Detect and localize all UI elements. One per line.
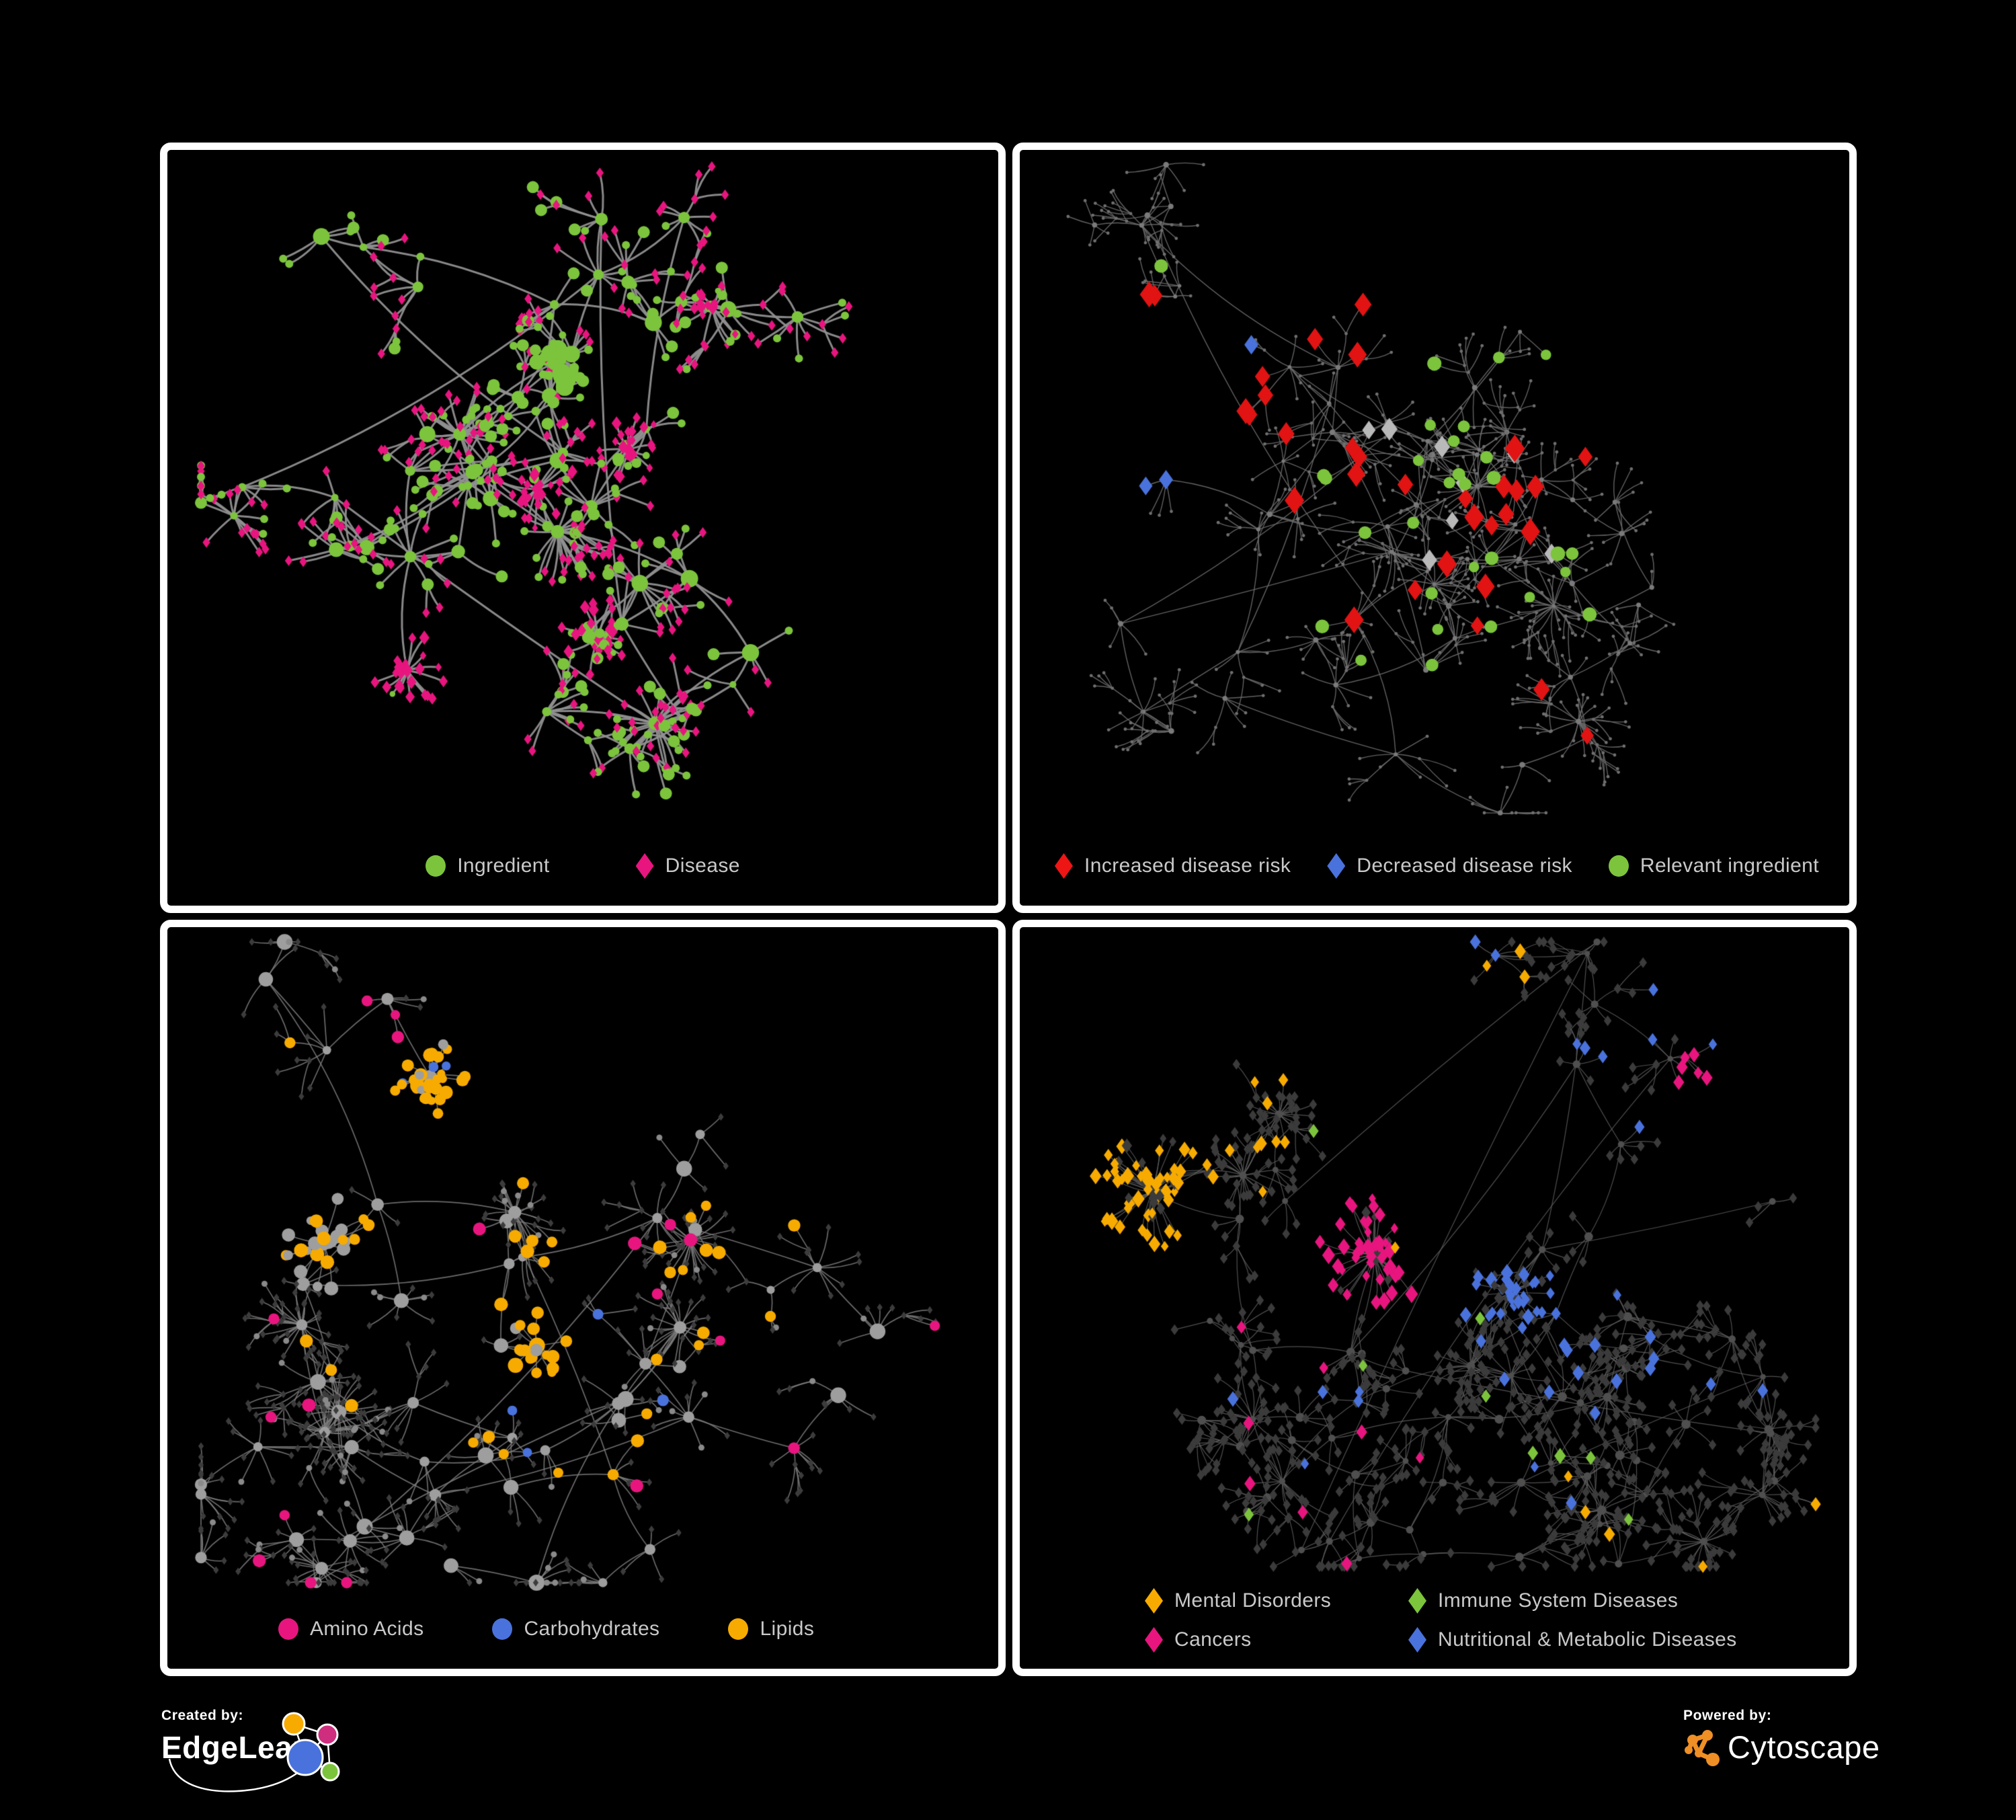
edgeleap-lockup: Created by: EdgeLeap (161, 1708, 350, 1815)
diamond-marker-icon (1055, 853, 1073, 879)
cytoscape-lockup: Powered by: Cytoscape (1683, 1708, 1912, 1788)
cytoscape-brand-row: Cytoscape (1683, 1727, 1880, 1767)
circle-marker-icon (728, 1618, 749, 1640)
circle-marker-icon (492, 1618, 513, 1640)
legend-label: Amino Acids (310, 1618, 424, 1640)
legend-disease-risk: Increased disease risk Decreased disease … (1055, 853, 1819, 879)
diamond-marker-icon (635, 853, 654, 879)
diamond-marker-icon (1327, 853, 1346, 879)
powered-by-label: Powered by: (1683, 1708, 1772, 1723)
circle-marker-icon (1608, 855, 1629, 877)
legend-item-increased-disease-risk: Increased disease risk (1055, 853, 1291, 879)
legend-item-nutritional-metabolic-diseases: Nutritional & Metabolic Diseases (1408, 1627, 1737, 1653)
legend-nutrient-classes: Amino Acids Carbohydrates Lipids (278, 1618, 814, 1640)
edgeleap-node-blue (286, 1739, 324, 1776)
cytoscape-brand: Cytoscape (1728, 1729, 1880, 1765)
legend-label: Lipids (760, 1618, 815, 1640)
legend-item-ingredient: Ingredient (426, 855, 549, 877)
edgeleap-network-icon (168, 1712, 340, 1792)
cytoscape-icon (1685, 1730, 1720, 1766)
diamond-marker-icon (1408, 1588, 1426, 1614)
diamond-marker-icon (1145, 1588, 1163, 1614)
circle-marker-icon (426, 855, 446, 877)
legend-disease-classes: Mental Disorders Immune System Diseases Ca… (1145, 1588, 1737, 1653)
legend-item-mental-disorders: Mental Disorders (1145, 1588, 1408, 1614)
diamond-marker-icon (1145, 1627, 1163, 1653)
created-by-label: Created by: (161, 1708, 244, 1723)
panel-nutrient-classes: Amino Acids Carbohydrates Lipids (160, 920, 1006, 1676)
legend-label: Carbohydrates (524, 1618, 660, 1640)
network-canvas-nutrient-classes (167, 927, 998, 1669)
network-canvas-disease-classes (1020, 927, 1849, 1669)
panel-disease-classes: Mental Disorders Immune System Diseases Ca… (1012, 920, 1857, 1676)
legend-item-cancers: Cancers (1145, 1627, 1408, 1653)
legend-item-decreased-disease-risk: Decreased disease risk (1327, 853, 1572, 879)
legend-label: Immune System Diseases (1438, 1589, 1679, 1612)
legend-label: Relevant ingredient (1640, 855, 1819, 877)
edgeleap-brand: EdgeLeap (161, 1730, 312, 1765)
legend-item-lipids: Lipids (728, 1618, 814, 1640)
legend-item-carbohydrates: Carbohydrates (492, 1618, 659, 1640)
legend-ingredient-disease: Ingredient Disease (167, 853, 998, 879)
diamond-marker-icon (1408, 1627, 1426, 1653)
legend-label: Mental Disorders (1174, 1589, 1332, 1612)
legend-item-amino-acids: Amino Acids (278, 1618, 424, 1640)
panel-ingredient-disease: Ingredient Disease (160, 143, 1006, 913)
network-canvas-disease-risk (1020, 150, 1849, 906)
edgeleap-node-pink (316, 1723, 339, 1746)
legend-label: Ingredient (457, 855, 550, 877)
legend-item-disease: Disease (635, 853, 740, 879)
edgeleap-node-orange (282, 1712, 306, 1736)
legend-item-relevant-ingredient: Relevant ingredient (1608, 855, 1819, 877)
legend-label: Increased disease risk (1084, 855, 1291, 877)
circle-marker-icon (278, 1618, 298, 1640)
legend-label: Nutritional & Metabolic Diseases (1438, 1628, 1737, 1651)
network-canvas-ingredient-disease (167, 150, 998, 906)
legend-item-immune-system-diseases: Immune System Diseases (1408, 1588, 1737, 1614)
edgeleap-node-green (320, 1762, 340, 1782)
panel-disease-risk: Increased disease risk Decreased disease … (1012, 143, 1857, 913)
legend-label: Disease (665, 855, 740, 877)
legend-label: Decreased disease risk (1357, 855, 1572, 877)
legend-label: Cancers (1174, 1628, 1252, 1651)
